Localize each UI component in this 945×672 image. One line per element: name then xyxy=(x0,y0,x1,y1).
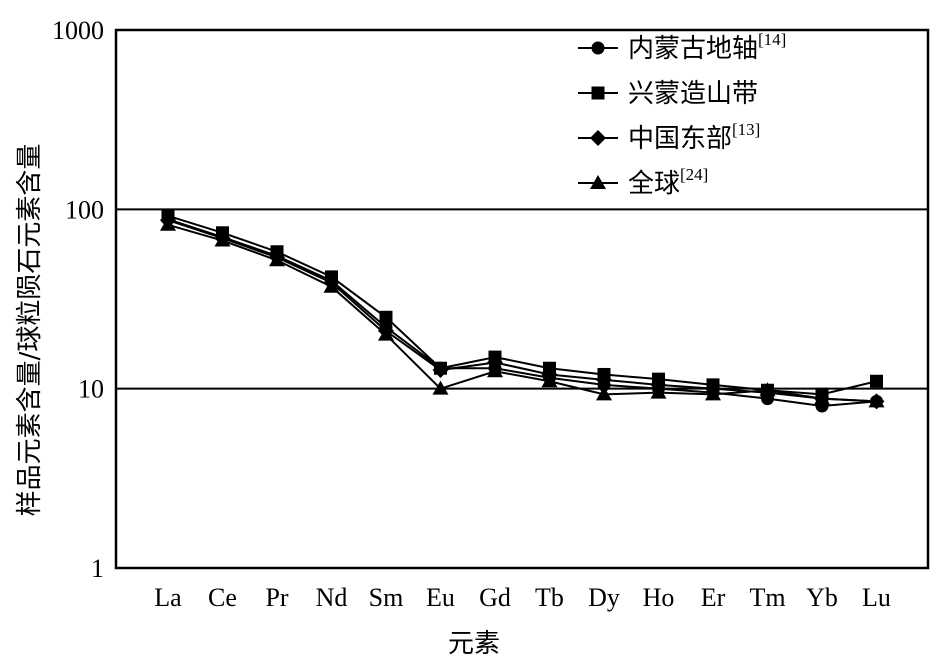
legend-reference: [13] xyxy=(732,120,760,139)
series-diamond xyxy=(160,212,885,410)
legend-item: 全球[24] xyxy=(578,165,708,199)
x-tick-label: La xyxy=(154,583,182,612)
legend-marker-triangle xyxy=(590,175,606,189)
x-tick-label: Lu xyxy=(862,583,891,612)
data-point-triangle xyxy=(160,216,176,231)
x-tick-label: Er xyxy=(701,583,726,612)
legend-label: 兴蒙造山带 xyxy=(628,79,758,109)
x-tick-label: Nd xyxy=(316,583,348,612)
series-line-circle xyxy=(167,218,877,408)
x-tick-label: Ce xyxy=(208,583,237,612)
series-line-square xyxy=(167,214,877,396)
legend-marker-square xyxy=(591,86,605,100)
y-tick-label: 100 xyxy=(65,195,104,224)
data-point-triangle xyxy=(596,386,612,401)
x-tick-label: Dy xyxy=(588,583,620,612)
series-line-triangle xyxy=(167,223,877,403)
data-point-triangle xyxy=(432,380,449,395)
data-point-triangle xyxy=(487,363,503,378)
x-tick-label: Eu xyxy=(426,583,455,612)
legend-item: 兴蒙造山带 xyxy=(578,79,758,109)
legend-marker-circle xyxy=(591,41,605,55)
data-point-triangle xyxy=(214,232,231,247)
legend-label: 内蒙古地轴[14] xyxy=(628,30,786,64)
legend-label: 中国东部[13] xyxy=(628,120,760,154)
data-point-square xyxy=(870,374,883,388)
data-point-triangle xyxy=(650,384,667,399)
plot-frame xyxy=(114,28,930,570)
data-point-triangle xyxy=(269,252,285,267)
legend-reference: [24] xyxy=(680,165,708,184)
data-point-triangle xyxy=(759,382,776,397)
legend-item: 中国东部[13] xyxy=(578,120,760,154)
data-point-diamond xyxy=(596,371,612,388)
data-point-triangle xyxy=(705,386,721,401)
legend-marker-diamond xyxy=(590,130,606,146)
legend-item: 内蒙古地轴[14] xyxy=(578,30,786,64)
series-group xyxy=(160,209,885,413)
y-axis-ticks: 1 10 100 1000 xyxy=(52,16,104,583)
data-point-triangle xyxy=(868,393,885,408)
legend-label: 全球[24] xyxy=(628,165,708,199)
series-line-diamond xyxy=(167,219,877,403)
x-tick-label: Pr xyxy=(265,583,288,612)
x-axis-title: 元素 xyxy=(448,629,500,659)
y-tick-label: 1 xyxy=(91,554,104,583)
x-tick-label: Tb xyxy=(535,583,564,612)
data-point-triangle xyxy=(323,278,340,293)
data-point-triangle xyxy=(378,326,394,341)
data-point-diamond xyxy=(487,354,503,371)
x-tick-label: Tm xyxy=(749,583,785,612)
grid-lines xyxy=(116,208,928,390)
y-axis-title: 样品元素含量/球粒陨石元素含量 xyxy=(15,144,45,517)
x-tick-label: Sm xyxy=(369,583,404,612)
data-point-diamond xyxy=(432,362,449,379)
x-tick-label: Ho xyxy=(643,583,675,612)
data-point-triangle xyxy=(541,373,558,388)
y-tick-label: 10 xyxy=(78,375,104,404)
series-triangle xyxy=(160,216,885,408)
x-tick-label: Yb xyxy=(806,583,838,612)
data-point-square xyxy=(379,310,393,324)
x-tick-label: Gd xyxy=(479,583,511,612)
series-circle xyxy=(161,212,883,413)
y-tick-label: 1000 xyxy=(52,16,104,45)
data-point-triangle xyxy=(814,390,830,405)
legend-reference: [14] xyxy=(758,30,786,49)
x-axis-ticks: La Ce Pr Nd Sm Eu Gd Tb Dy Ho Er Tm Yb Lu xyxy=(154,583,891,612)
